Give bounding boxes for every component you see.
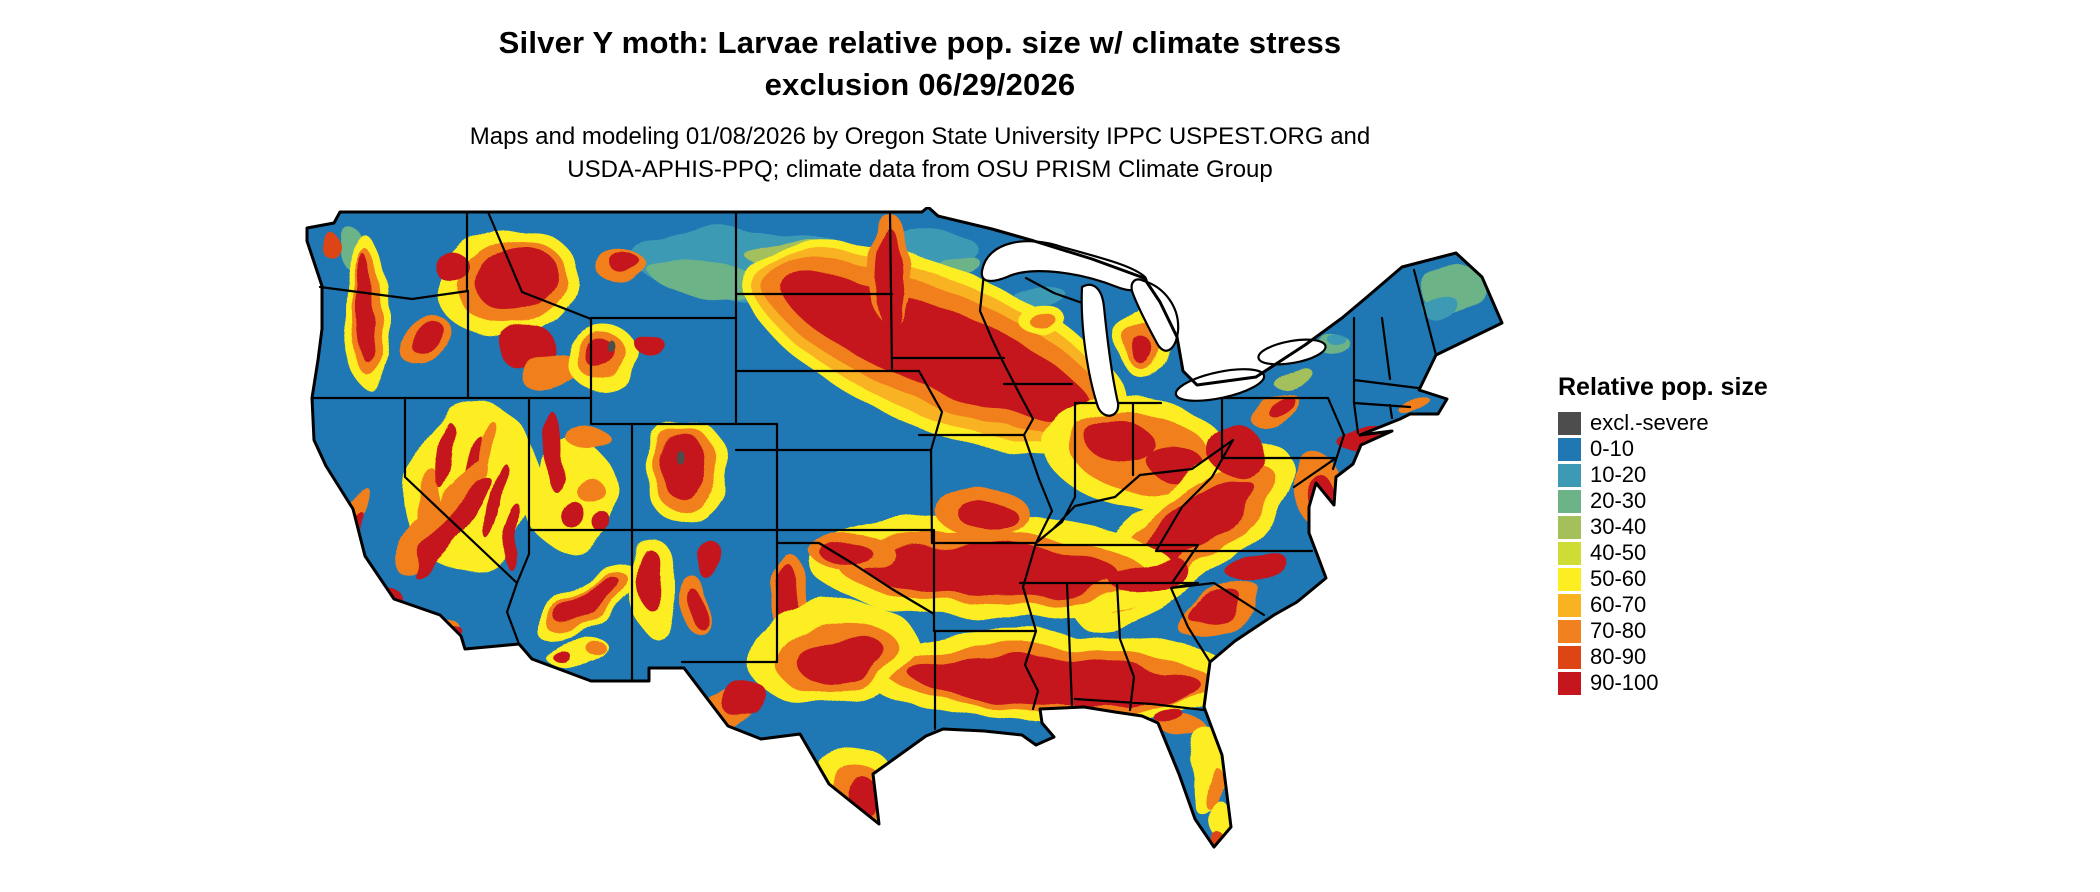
legend-swatch xyxy=(1558,593,1581,617)
lake-huron xyxy=(1130,278,1180,352)
legend: Relative pop. size excl.-severe 0-10 10-20… xyxy=(1558,207,1808,698)
subtitle-line-2: USDA-APHIS-PPQ; climate data from OSU PR… xyxy=(567,156,1273,184)
title-line-2: exclusion 06/29/2026 xyxy=(764,66,1076,102)
raster-layer xyxy=(307,206,1502,847)
legend-entry: 50-60 xyxy=(1558,566,1808,592)
map-row: Relative pop. size excl.-severe 0-10 10-20… xyxy=(0,206,2100,877)
legend-entry: 40-50 xyxy=(1558,540,1808,566)
legend-entry-label: 80-90 xyxy=(1590,644,1647,670)
legend-entry-label: 30-40 xyxy=(1590,514,1647,540)
legend-entry: 90-100 xyxy=(1558,670,1808,696)
title-line-1: Silver Y moth: Larvae relative pop. size… xyxy=(498,25,1342,60)
legend-title: Relative pop. size xyxy=(1558,372,1768,401)
lake-michigan xyxy=(1080,283,1120,417)
legend-entry: 20-30 xyxy=(1558,488,1808,514)
legend-swatch xyxy=(1558,567,1581,591)
legend-entry-label: 40-50 xyxy=(1590,540,1647,566)
legend-entry-label: 70-80 xyxy=(1590,618,1647,644)
legend-entry: 10-20 xyxy=(1558,462,1808,488)
state-borders xyxy=(310,210,1438,730)
legend-swatch xyxy=(1558,515,1581,539)
page-subtitle: Maps and modeling 01/08/2026 by Oregon S… xyxy=(0,120,1840,187)
legend-entry: 70-80 xyxy=(1558,618,1808,644)
legend-swatch xyxy=(1558,645,1581,669)
legend-entry-label: 20-30 xyxy=(1590,488,1647,514)
legend-entry-label: excl.-severe xyxy=(1590,410,1709,436)
legend-swatch xyxy=(1558,437,1581,461)
page-title: Silver Y moth: Larvae relative pop. size… xyxy=(0,22,1840,106)
legend-entry-label: 0-10 xyxy=(1590,436,1635,462)
legend-swatch xyxy=(1558,541,1581,565)
lake-erie xyxy=(1174,367,1266,402)
legend-entries: excl.-severe 0-10 10-20 20-30 30-40 40-50 50-6… xyxy=(1558,410,1808,696)
map-header: Silver Y moth: Larvae relative pop. size… xyxy=(0,0,1840,187)
legend-entry-label: 90-100 xyxy=(1590,670,1659,696)
legend-swatch xyxy=(1558,619,1581,643)
legend-entry: 30-40 xyxy=(1558,514,1808,540)
legend-swatch xyxy=(1558,671,1581,695)
legend-entry: 60-70 xyxy=(1558,592,1808,618)
legend-swatch xyxy=(1558,411,1581,435)
us-map xyxy=(292,206,1542,877)
legend-swatch xyxy=(1558,489,1581,513)
legend-entry-label: 50-60 xyxy=(1590,566,1647,592)
legend-entry-label: 10-20 xyxy=(1590,462,1647,488)
legend-entry: excl.-severe xyxy=(1558,410,1808,436)
legend-entry: 0-10 xyxy=(1558,436,1808,462)
national-border xyxy=(305,206,1504,849)
legend-entry: 80-90 xyxy=(1558,644,1808,670)
legend-swatch xyxy=(1558,463,1581,487)
legend-entry-label: 60-70 xyxy=(1590,592,1647,618)
great-lakes xyxy=(980,240,1327,417)
subtitle-line-1: Maps and modeling 01/08/2026 by Oregon S… xyxy=(469,122,1371,150)
us-map-svg xyxy=(305,206,1504,849)
